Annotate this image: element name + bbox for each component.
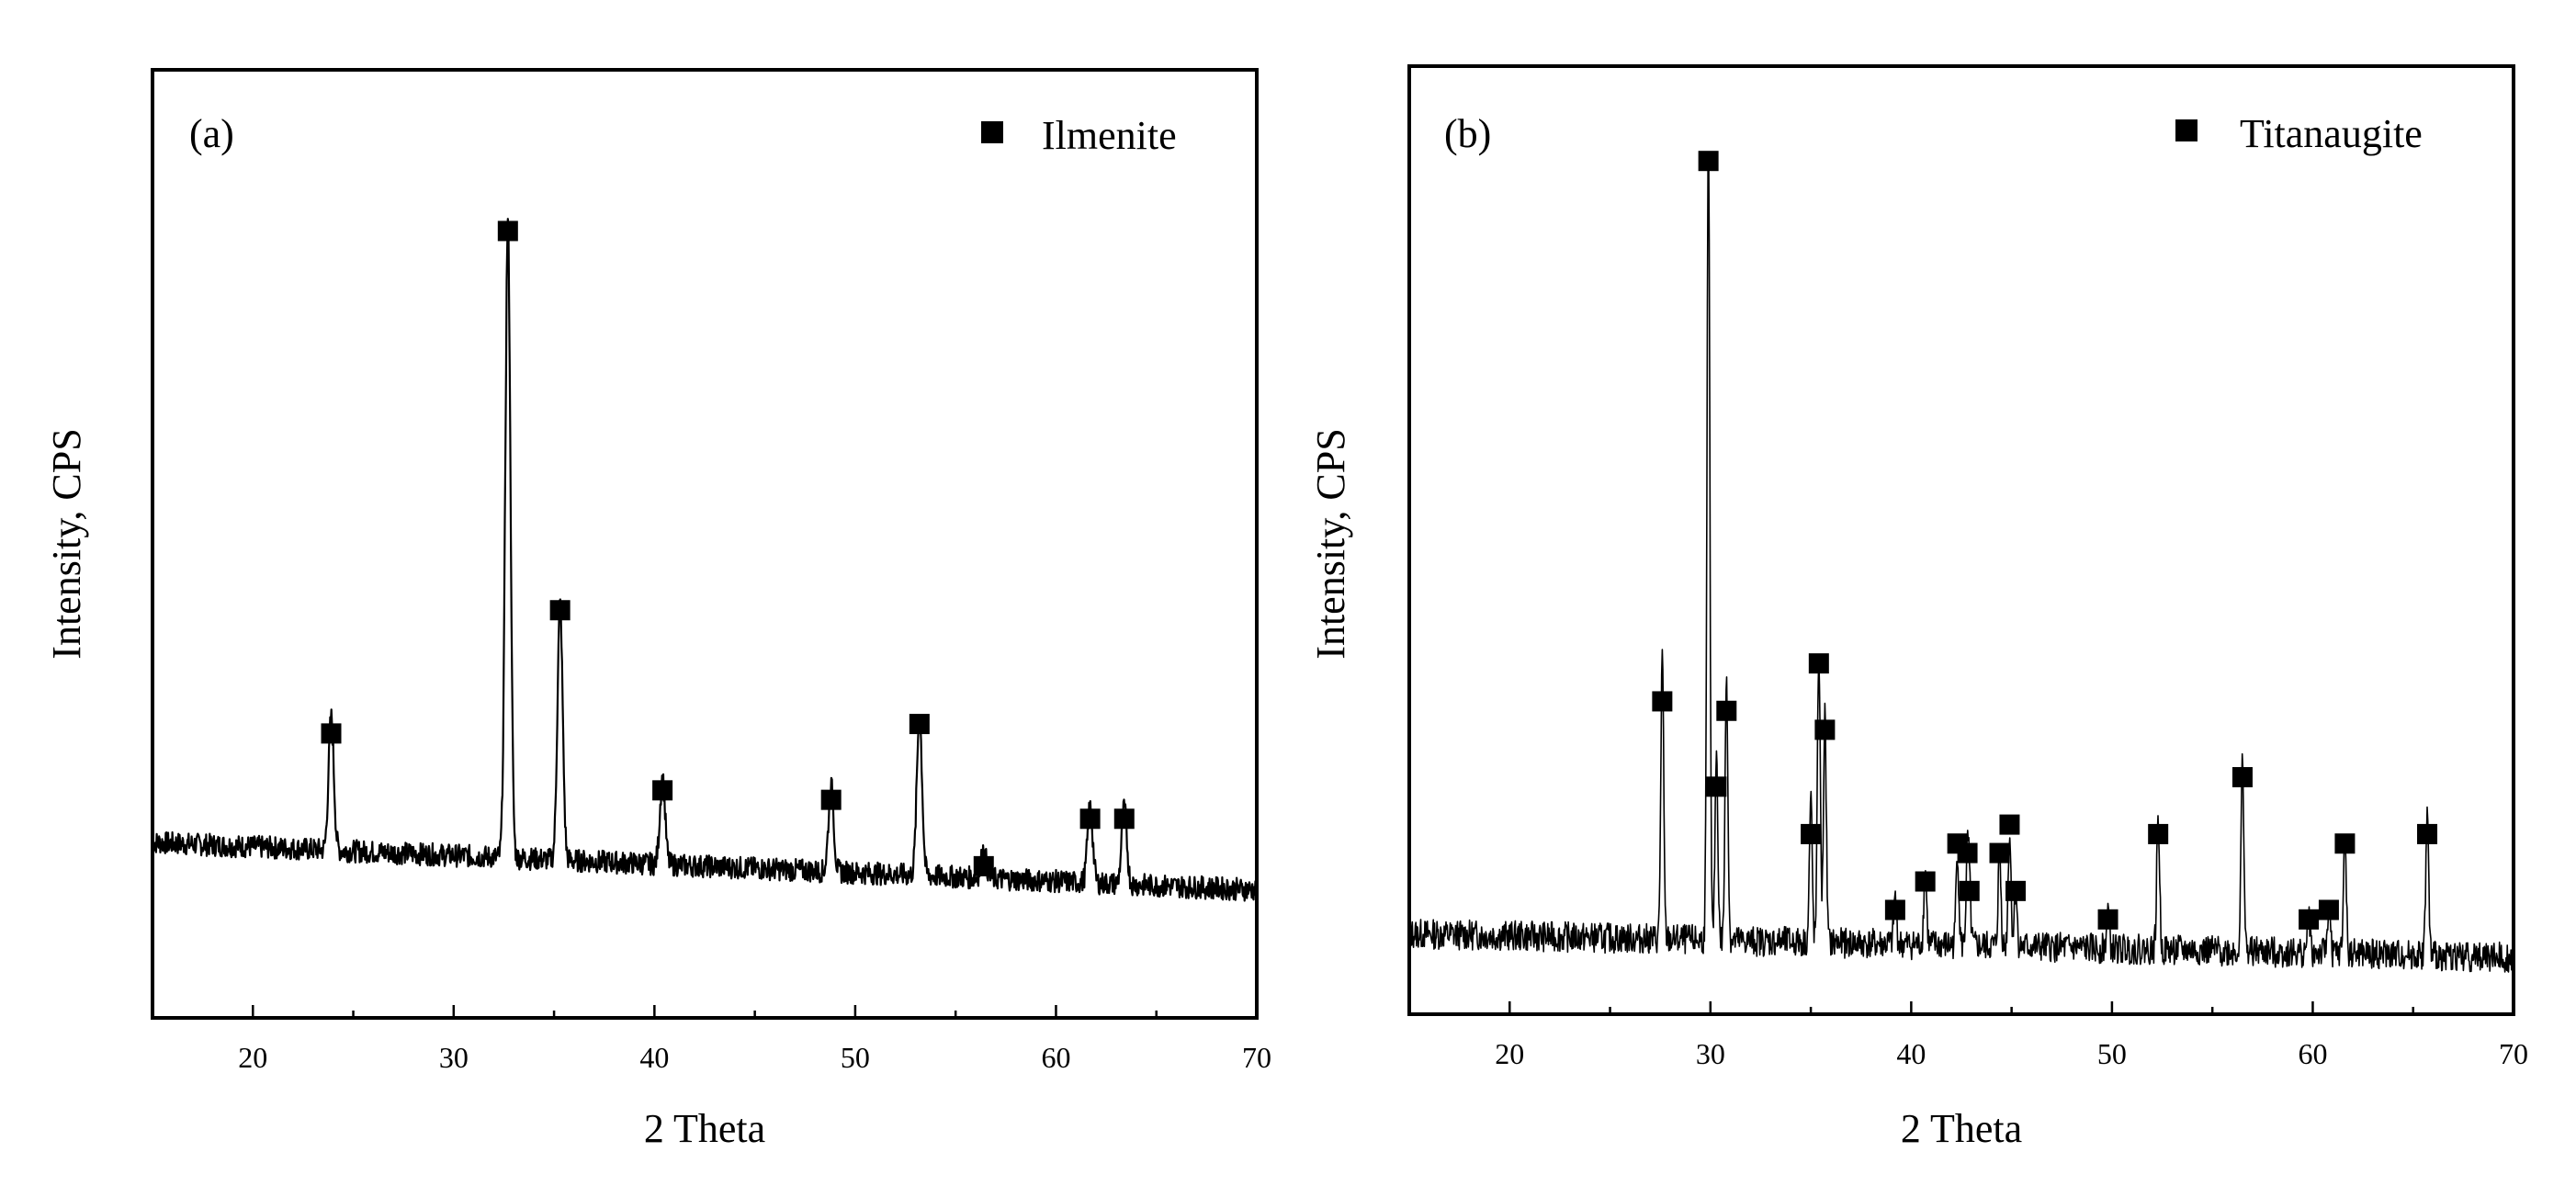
x-axis-label: 2 Theta [644,1106,765,1151]
x-tick-label: 70 [2499,1037,2528,1070]
peak-marker [1959,880,1980,901]
peak-marker [1808,653,1829,674]
peak-marker [2318,899,2339,921]
peak-marker [2334,833,2356,854]
x-tick-label: 50 [841,1041,870,1074]
peak-marker [1716,700,1737,721]
x-tick-label: 60 [2298,1037,2327,1070]
peak-marker [1814,719,1836,740]
peak-marker [1698,151,1719,172]
legend-label: Titanaugite [2240,111,2423,156]
peak-marker [652,780,673,801]
x-tick-label: 30 [439,1041,469,1074]
xrd-trace-ilmenite [151,218,1258,902]
peak-marker [1999,814,2020,835]
peak-marker [321,723,342,744]
peak-marker [1957,842,1978,864]
peak-marker [2299,909,2320,930]
peak-marker [820,789,842,810]
x-tick-label: 70 [1242,1041,1271,1074]
peak-marker [1113,808,1135,830]
peak-marker [1652,691,1673,712]
y-axis-label: Intensity, CPS [44,428,89,659]
plot-frame [1407,64,2515,1016]
panel-tag: (a) [189,111,234,156]
peak-marker [1706,776,1727,797]
xrd-chart-titanaugite: 20 30 40 50 60 70 (b) Titanaugite 2 Theta Int… [1308,64,2528,1151]
plot-frame [151,68,1259,1020]
x-ticks: 20 30 40 50 60 70 [1407,1001,2528,1070]
peak-marker [1989,842,2010,864]
legend-label: Ilmenite [1042,113,1177,158]
x-tick-label: 60 [1041,1041,1070,1074]
peak-marker [1079,808,1101,830]
peak-marker [2417,823,2438,844]
peak-marker [1915,871,1936,892]
peak-marker [549,600,571,621]
x-tick-label: 20 [1495,1037,1524,1070]
chart-panel-a: 20 30 40 50 60 70 (a) Ilmenite 2 Theta Intens… [44,68,1271,1151]
x-tick-label: 50 [2097,1037,2127,1070]
legend-marker [981,121,1003,143]
peak-marker [497,220,518,242]
x-tick-label: 40 [1896,1037,1926,1070]
peak-marker [2097,909,2118,930]
peak-markers [1652,151,2438,930]
x-axis-label: 2 Theta [1901,1106,2022,1151]
peak-marker [909,714,930,735]
x-ticks: 20 30 40 50 60 70 [151,1005,1271,1074]
peak-marker [1801,823,1822,844]
peak-marker [2148,823,2169,844]
x-tick-label: 40 [639,1041,669,1074]
legend-marker [2175,119,2198,141]
peak-marker [1884,899,1905,921]
xrd-chart-ilmenite: 20 30 40 50 60 70 (a) Ilmenite 2 Theta Intens… [44,68,1271,1151]
peak-marker [973,855,994,876]
peak-marker [2005,880,2027,901]
x-tick-label: 30 [1696,1037,1725,1070]
chart-panel-b: 20 30 40 50 60 70 (b) Titanaugite 2 Theta Int… [1288,0,2576,1186]
x-tick-label: 20 [238,1041,267,1074]
peak-marker [2231,767,2253,787]
peak-markers [321,220,1135,876]
y-axis-label: Intensity, CPS [1308,428,1353,659]
panel-tag: (b) [1444,111,1491,156]
